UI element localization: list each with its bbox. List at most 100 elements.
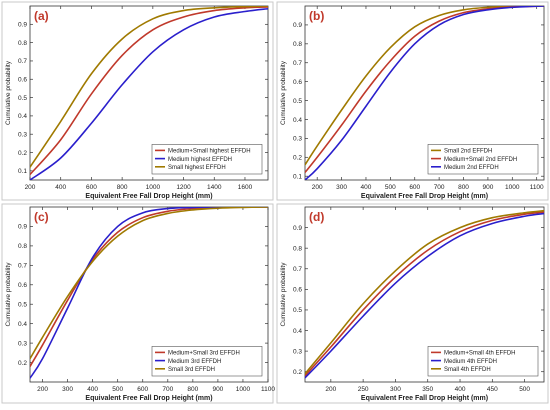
y-tick-label: 0.5	[293, 98, 302, 105]
y-tick-label: 0.9	[293, 225, 302, 232]
x-tick-label: 700	[162, 386, 173, 393]
x-tick-label: 200	[325, 386, 336, 393]
x-tick-label: 800	[458, 184, 469, 191]
y-tick-label: 0.6	[293, 287, 302, 294]
y-tick-label: 0.9	[293, 22, 302, 29]
y-tick-label: 0.8	[18, 40, 27, 47]
plot-area	[29, 206, 269, 383]
legend-label: Medium 2nd EFFDH	[444, 165, 499, 171]
x-tick-label: 200	[25, 184, 36, 191]
y-tick-label: 0.6	[293, 79, 302, 86]
legend-label: Small 4th EFFDH	[444, 367, 491, 373]
x-axis-label: Equivalent Free Fall Drop Height (mm)	[361, 193, 488, 200]
x-tick-label: 200	[37, 386, 48, 393]
legend: Medium+Small 3rd EFFDH Medium 3rd EFFDH Sm…	[151, 346, 263, 377]
y-tick-label: 0.6	[18, 282, 27, 289]
y-tick-label: 0.8	[293, 41, 302, 48]
x-tick-label: 400	[455, 386, 466, 393]
y-tick-label: 0.7	[18, 58, 27, 65]
y-tick-label: 0.6	[18, 77, 27, 84]
x-tick-label: 700	[434, 184, 445, 191]
legend-label: Medium+Small 3rd EFFDH	[168, 351, 240, 357]
x-tick-label: 1400	[207, 184, 222, 191]
y-tick-label: 0.7	[18, 263, 27, 270]
series-line	[30, 6, 268, 176]
series-lines	[305, 6, 544, 180]
x-tick-label: 600	[409, 184, 420, 191]
y-tick-label: 0.4	[18, 321, 27, 328]
y-tick-label: 0.3	[293, 136, 302, 143]
y-tick-label: 0.4	[18, 113, 27, 120]
y-tick-label: 0.3	[18, 340, 27, 347]
x-tick-label: 200	[312, 184, 323, 191]
legend-box	[427, 346, 539, 377]
legend-label: Medium+Small 4th EFFDH	[444, 351, 516, 357]
x-tick-label: 300	[390, 386, 401, 393]
x-tick-label: 500	[112, 386, 123, 393]
x-tick-label: 400	[55, 184, 66, 191]
series-line	[30, 207, 268, 379]
legend-box	[151, 346, 263, 377]
plot-area	[304, 206, 545, 383]
legend-label: Medium 4th EFFDH	[444, 359, 497, 365]
y-tick-label: 0.3	[293, 348, 302, 355]
plot-area	[29, 5, 269, 181]
y-tick-label: 0.3	[18, 132, 27, 139]
legend-label: Medium highest EFFDH	[168, 157, 232, 163]
series-line	[30, 207, 268, 360]
x-tick-label: 600	[86, 184, 97, 191]
y-tick-label: 0.1	[293, 174, 302, 181]
legend-box	[427, 144, 539, 175]
x-tick-label: 1200	[176, 184, 191, 191]
y-tick-label: 0.5	[293, 307, 302, 314]
y-tick-label: 0.2	[18, 360, 27, 367]
series-line	[305, 209, 544, 375]
x-tick-label: 900	[212, 386, 223, 393]
x-tick-label: 1000	[505, 184, 520, 191]
series-lines	[30, 6, 268, 180]
y-axis-label: Cumulative probability	[5, 262, 12, 327]
legend-label: Small 3rd EFFDH	[168, 367, 215, 373]
legend: Medium+Small highest EFFDH Medium highest…	[151, 144, 263, 175]
legend-label: Small highest EFFDH	[168, 165, 226, 171]
y-tick-label: 0.9	[18, 224, 27, 231]
y-tick-label: 0.4	[293, 117, 302, 124]
y-tick-label: 0.7	[293, 60, 302, 67]
panel-label: (d)	[309, 210, 324, 224]
chart-panel: 200 300 400 500 600 700 800 900 1000 1100 0.2 0.3 0.…	[1, 203, 275, 404]
series-line	[305, 211, 544, 377]
x-axis-label: Equivalent Free Fall Drop Height (mm)	[361, 395, 488, 402]
legend-label: Medium+Small highest EFFDH	[168, 149, 251, 155]
chart-panel: 200 400 600 800 1000 1200 1400 1600 0.1 0.2 0.3 0.4…	[1, 1, 274, 201]
x-tick-label: 1600	[238, 184, 253, 191]
legend-label: Medium 3rd EFFDH	[168, 359, 221, 365]
y-axis-label: Cumulative probability	[5, 60, 12, 125]
x-tick-label: 400	[361, 184, 372, 191]
x-tick-label: 900	[482, 184, 493, 191]
legend: Medium+Small 4th EFFDH Medium 4th EFFDH Sm…	[427, 346, 539, 377]
x-tick-label: 400	[87, 386, 98, 393]
y-axis-label: Cumulative probability	[280, 262, 287, 327]
y-tick-label: 0.7	[293, 266, 302, 273]
panel-label: (c)	[34, 210, 49, 224]
x-axis-label: Equivalent Free Fall Drop Height (mm)	[85, 395, 212, 402]
y-tick-label: 0.9	[18, 22, 27, 29]
legend-box	[151, 144, 263, 175]
x-tick-label: 450	[487, 386, 498, 393]
x-tick-label: 1000	[146, 184, 161, 191]
x-tick-label: 800	[187, 386, 198, 393]
legend: Small 2nd EFFDH Medium+Small 2nd EFFDH Med…	[427, 144, 539, 175]
legend-label: Medium+Small 2nd EFFDH	[444, 157, 517, 163]
x-tick-label: 500	[385, 184, 396, 191]
x-tick-label: 250	[358, 386, 369, 393]
x-tick-label: 300	[62, 386, 73, 393]
series-lines	[305, 209, 544, 379]
plot-area	[304, 5, 545, 181]
panel-label: (a)	[34, 9, 49, 23]
x-axis-label: Equivalent Free Fall Drop Height (mm)	[85, 193, 212, 200]
y-tick-label: 0.5	[18, 302, 27, 309]
series-line	[30, 7, 268, 180]
series-line	[305, 212, 544, 379]
y-tick-label: 0.5	[18, 95, 27, 102]
